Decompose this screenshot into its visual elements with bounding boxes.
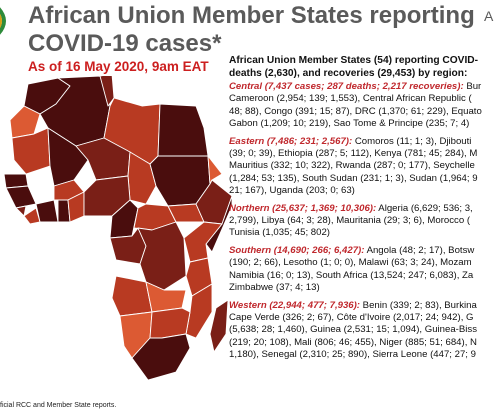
summary-panel: African Union Member States (54) reporti… — [229, 54, 497, 367]
region-eastern: Eastern (7,486; 231; 2,567): Comoros (11… — [229, 136, 497, 198]
region-line: Mauritius (332; 10; 322), Rwanda (287; 0… — [229, 160, 475, 172]
region-line: Tunisia (1,035; 45; 802) — [229, 227, 330, 239]
country-guinea — [5, 185, 37, 209]
region-line: (5,638; 28; 1,460), Guinea (2,531; 15; 1… — [229, 324, 477, 336]
region-label: Eastern (7,486; 231; 2,567): — [229, 135, 353, 147]
as-of-date: As of 16 May 2020, 9am EAT — [28, 59, 209, 74]
region-line: 1,180), Senegal (2,310; 25; 890), Sierra… — [229, 349, 476, 361]
region-line: (39; 0; 39), Ethiopia (287; 5; 112), Ken… — [229, 148, 478, 160]
region-line: (219; 20; 108), Mali (806; 46; 455), Nig… — [229, 336, 477, 348]
region-line: (1,284; 53; 135), South Sudan (231; 1; 3… — [229, 172, 478, 184]
country-cote-divoire — [35, 199, 59, 223]
region-western: Western (22,944; 477; 7,936): Benin (339… — [229, 300, 497, 362]
country-somalia — [205, 195, 232, 253]
region-first-tail: Comoros (11; 1; 3), Djibouti — [352, 135, 472, 147]
region-line: (190; 2; 66), Lesotho (1; 0; 0), Malawi … — [229, 257, 472, 269]
region-line: 48; 88), Congo (391; 15; 87), DRC (1,370… — [229, 105, 482, 117]
region-label: Southern (14,690; 266; 6,427): — [229, 244, 365, 256]
region-southern: Southern (14,690; 266; 6,427): Angola (4… — [229, 245, 497, 295]
region-line: Zimbabwe (37; 4; 13) — [229, 282, 320, 294]
region-line: Cape Verde (326; 2; 67), Côte d'Ivoire (… — [229, 311, 474, 323]
country-sierra-leone — [15, 205, 27, 217]
country-western-sahara — [9, 105, 41, 139]
region-first-tail: Angola (48; 2; 17), Botsw — [364, 244, 475, 256]
country-botswana-zimbabwe — [149, 307, 191, 339]
region-line: 21; 167), Uganda (203; 0; 63) — [229, 185, 355, 197]
title-line-1: African Union Member States reporting — [28, 2, 475, 29]
country-south-africa — [131, 333, 191, 381]
country-eritrea — [207, 155, 223, 185]
country-tanzania — [185, 257, 213, 297]
corner-letter: A — [484, 8, 494, 24]
source-note: ficial RCC and Member State reports. — [0, 402, 117, 409]
title-line-2: COVID-19 cases* — [28, 30, 222, 57]
region-first-tail: Algeria (6,629; 536; 3, — [376, 202, 473, 214]
page-title: African Union Member States reporting CO… — [28, 2, 475, 58]
region-label: Western (22,944; 477; 7,936): — [229, 299, 361, 311]
region-label: Central (7,437 cases; 287 deaths; 2,217 … — [229, 81, 464, 92]
au-logo-icon — [0, 7, 6, 35]
summary-lead-line-1: African Union Member States (54) reporti… — [229, 55, 479, 66]
region-line: Namibia (16; 0; 13), South Africa (13,52… — [229, 269, 474, 281]
country-madagascar — [209, 299, 229, 353]
region-first-tail: Bur — [463, 81, 482, 92]
region-northern: Northern (25,637; 1,369; 10,306): Algeri… — [229, 203, 497, 240]
summary-lead: African Union Member States (54) reporti… — [229, 54, 497, 80]
country-malawi-mozambique — [185, 283, 213, 339]
africa-map — [3, 76, 232, 381]
summary-lead-line-2: deaths (2,630), and recoveries (29,453) … — [229, 68, 468, 79]
region-central: Central (7,437 cases; 287 deaths; 2,217 … — [229, 81, 497, 131]
region-line: Cameroon (2,954; 139; 1,553), Central Af… — [229, 93, 472, 105]
country-drc — [137, 221, 187, 291]
region-line: Gabon (1,209; 10; 219), Sao Tome & Princ… — [229, 118, 470, 130]
region-line: 2,799), Libya (64; 3; 28), Mauritania (2… — [229, 215, 471, 227]
country-zambia — [145, 281, 187, 313]
country-egypt — [157, 103, 209, 157]
region-label: Northern (25,637; 1,369; 10,306): — [229, 202, 377, 214]
region-first-tail: Benin (339; 2; 83), Burkina — [360, 299, 477, 311]
